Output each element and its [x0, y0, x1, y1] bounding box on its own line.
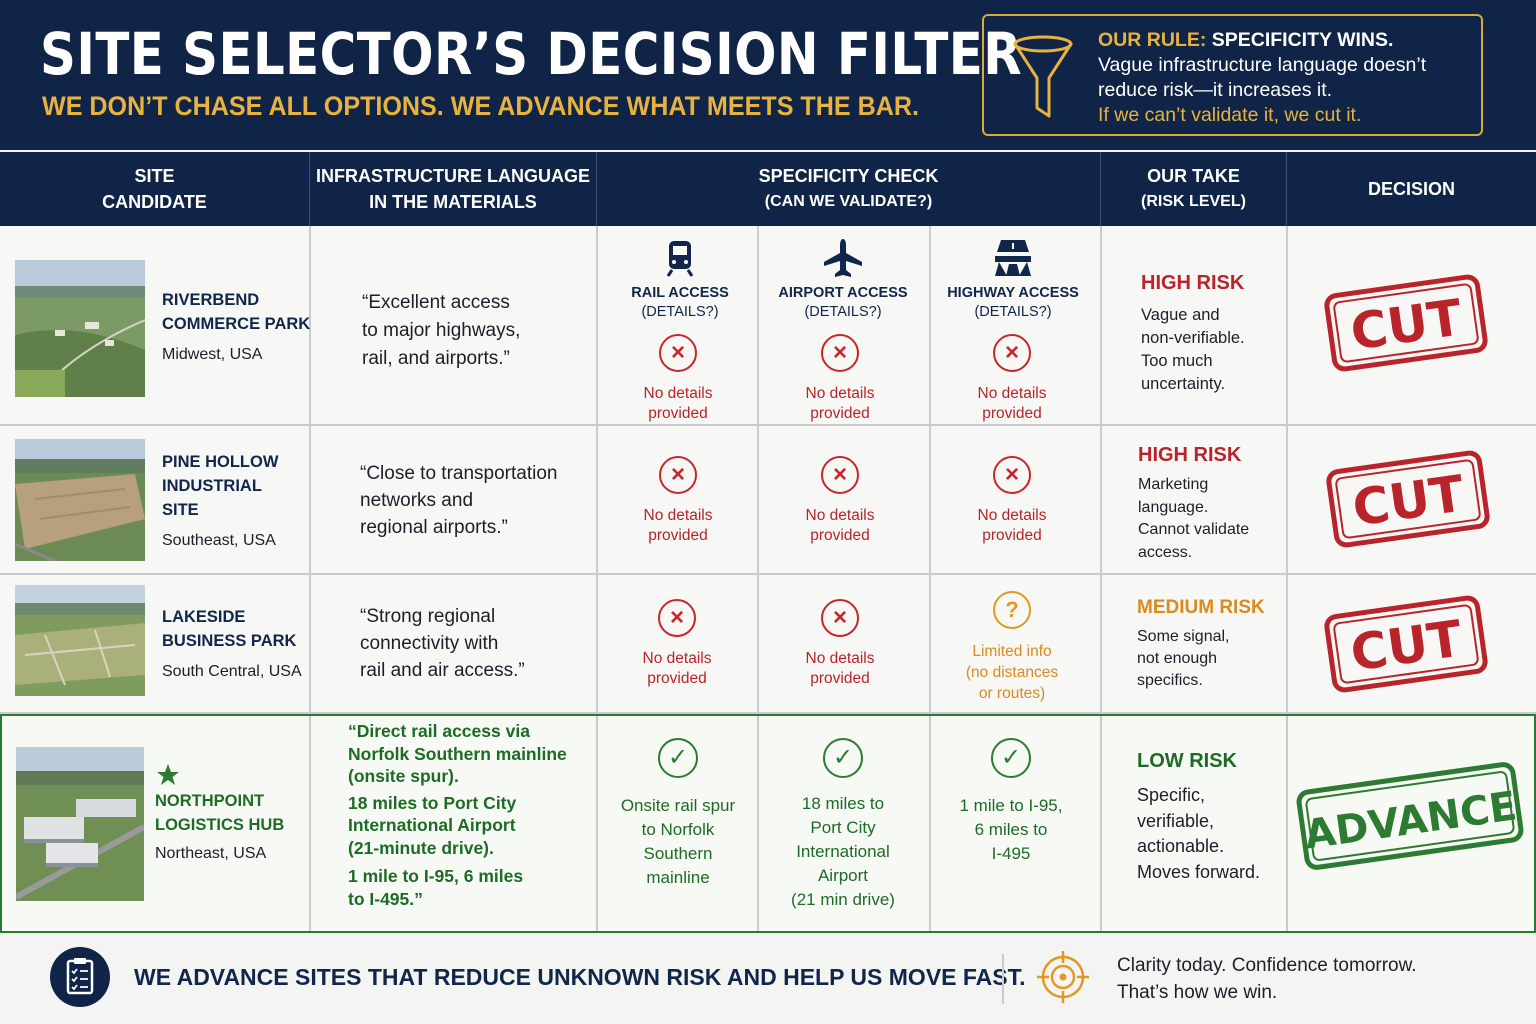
advance-stamp: ADVANCE: [1296, 762, 1524, 870]
cut-stamp: CUT: [1324, 595, 1488, 693]
page-subtitle: WE DON’T CHASE ALL OPTIONS. WE ADVANCE W…: [42, 91, 919, 121]
highway-icon: [995, 240, 1031, 276]
rule-last-line: If we can’t validate it, we cut it.: [1098, 104, 1362, 126]
airport-check: × No details provided: [759, 456, 921, 546]
table-header: SITE CANDIDATE INFRASTRUCTURE LANGUAGE IN …: [0, 152, 1536, 226]
star-icon: [157, 764, 179, 785]
table-row: RIVERBEND COMMERCE PARK Midwest, USA “Exc…: [0, 226, 1536, 426]
site-name: PINE HOLLOW INDUSTRIAL SITE: [162, 453, 279, 519]
train-icon: [666, 241, 694, 277]
x-circle-icon: ×: [659, 456, 697, 494]
highway-check: × No details provided: [931, 456, 1093, 546]
risk-level: HIGH RISK: [1138, 444, 1242, 466]
risk-take: Vague and non-verifiable. Too much uncertai…: [1141, 306, 1245, 393]
header-banner: SITE SELECTOR’S DECISION FILTER WE DON’T…: [0, 0, 1536, 150]
footer-tagline: Clarity today. Confidence tomorrow. That’…: [1117, 955, 1417, 1003]
page-title: SITE SELECTOR’S DECISION FILTER: [40, 20, 1023, 88]
infra-quote: “Close to transportation networks and regi…: [360, 463, 558, 538]
risk-take: Marketing language. Cannot validate access.: [1138, 476, 1250, 561]
highway-check: ? Limited info (no distances or routes): [931, 591, 1093, 704]
cut-stamp: CUT: [1324, 274, 1488, 372]
highway-check: ✓ 1 mile to I-95, 6 miles to I-495: [931, 738, 1091, 866]
cut-stamp: CUT: [1326, 450, 1490, 548]
infra-quote: “Excellent access to major highways, rail,…: [362, 292, 521, 369]
airport-check: × No details provided: [759, 599, 921, 689]
table-row: LAKESIDE BUSINESS PARK South Central, USA…: [0, 575, 1536, 714]
airport-check: ✓ 18 miles to Port City International Airpor…: [759, 738, 927, 912]
col-header-language: INFRASTRUCTURE LANGUAGE IN THE MATERIALS: [310, 152, 597, 226]
highway-check: × No details provided: [931, 334, 1093, 424]
site-photo: [15, 439, 145, 561]
risk-level: MEDIUM RISK: [1137, 597, 1265, 618]
risk-level: LOW RISK: [1137, 750, 1237, 772]
risk-take: Specific, verifiable, actionable. Moves for…: [1137, 785, 1261, 882]
check-circle-icon: ✓: [823, 738, 863, 778]
site-photo: [16, 747, 144, 901]
site-name: LAKESIDE BUSINESS PARK: [162, 608, 297, 650]
check-circle-icon: ✓: [991, 738, 1031, 778]
risk-take: Some signal, not enough specifics.: [1137, 628, 1230, 689]
site-name: NORTHPOINT LOGISTICS HUB: [155, 792, 285, 834]
rail-check: × No details provided: [597, 334, 759, 424]
airport-access-label: AIRPORT ACCESS (DETAILS?): [778, 285, 908, 320]
infra-quote: “Direct rail access via Norfolk Southern …: [348, 721, 567, 909]
rail-access-label: RAIL ACCESS (DETAILS?): [631, 285, 729, 320]
rail-check: ✓ Onsite rail spur to Norfolk Southern mainl…: [597, 738, 759, 890]
clipboard-check-icon: [50, 947, 110, 1007]
x-circle-icon: ×: [993, 456, 1031, 494]
rail-check: × No details provided: [597, 599, 757, 689]
footer: WE ADVANCE SITES THAT REDUCE UNKNOWN RIS…: [0, 934, 1536, 1024]
col-header-take: OUR TAKE (RISK LEVEL): [1101, 152, 1287, 226]
table-row-advance: NORTHPOINT LOGISTICS HUB Northeast, USA “…: [0, 714, 1536, 933]
site-location: Midwest, USA: [162, 346, 263, 363]
target-icon: [1037, 951, 1089, 1003]
table-row: PINE HOLLOW INDUSTRIAL SITE Southeast, USA…: [0, 426, 1536, 575]
x-circle-icon: ×: [658, 599, 696, 637]
site-location: Southeast, USA: [162, 532, 276, 549]
col-header-site: SITE CANDIDATE: [0, 152, 310, 226]
x-circle-icon: ×: [821, 599, 859, 637]
risk-level: HIGH RISK: [1141, 272, 1245, 294]
rule-label: OUR RULE:: [1098, 29, 1207, 51]
col-header-check: SPECIFICITY CHECK (CAN WE VALIDATE?): [597, 152, 1101, 226]
x-circle-icon: ×: [659, 334, 697, 372]
col-header-decision: DECISION: [1367, 179, 1455, 199]
rule-callout: OUR RULE: SPECIFICITY WINS. Vague infras…: [982, 14, 1483, 136]
site-location: South Central, USA: [162, 663, 302, 680]
infra-quote: “Strong regional connectivity with rail an…: [360, 606, 525, 681]
x-circle-icon: ×: [821, 334, 859, 372]
airplane-icon: [824, 239, 862, 277]
rule-body: Vague infrastructure language doesn’t re…: [1098, 54, 1427, 101]
x-circle-icon: ×: [821, 456, 859, 494]
site-location: Northeast, USA: [155, 845, 267, 862]
question-circle-icon: ?: [993, 591, 1031, 629]
site-photo: [15, 260, 145, 397]
site-photo: [15, 585, 145, 696]
funnel-icon: [1013, 35, 1073, 118]
footer-divider: [1002, 954, 1004, 1004]
highway-access-label: HIGHWAY ACCESS (DETAILS?): [947, 285, 1079, 320]
x-circle-icon: ×: [993, 334, 1031, 372]
rule-headline: SPECIFICITY WINS.: [1211, 29, 1394, 51]
rail-check: × No details provided: [597, 456, 759, 546]
airport-check: × No details provided: [759, 334, 921, 424]
site-name: RIVERBEND COMMERCE PARK: [162, 291, 311, 333]
check-circle-icon: ✓: [658, 738, 698, 778]
footer-message: WE ADVANCE SITES THAT REDUCE UNKNOWN RIS…: [134, 964, 1026, 990]
